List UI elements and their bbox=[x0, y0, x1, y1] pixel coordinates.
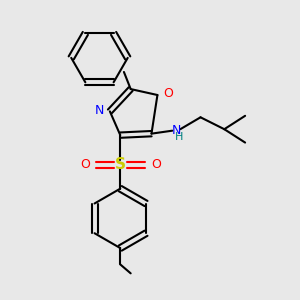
Text: O: O bbox=[80, 158, 90, 171]
Text: S: S bbox=[115, 158, 126, 172]
Text: O: O bbox=[151, 158, 161, 171]
Text: N: N bbox=[172, 124, 182, 137]
Text: N: N bbox=[95, 104, 104, 117]
Text: O: O bbox=[163, 87, 173, 100]
Text: H: H bbox=[175, 132, 183, 142]
